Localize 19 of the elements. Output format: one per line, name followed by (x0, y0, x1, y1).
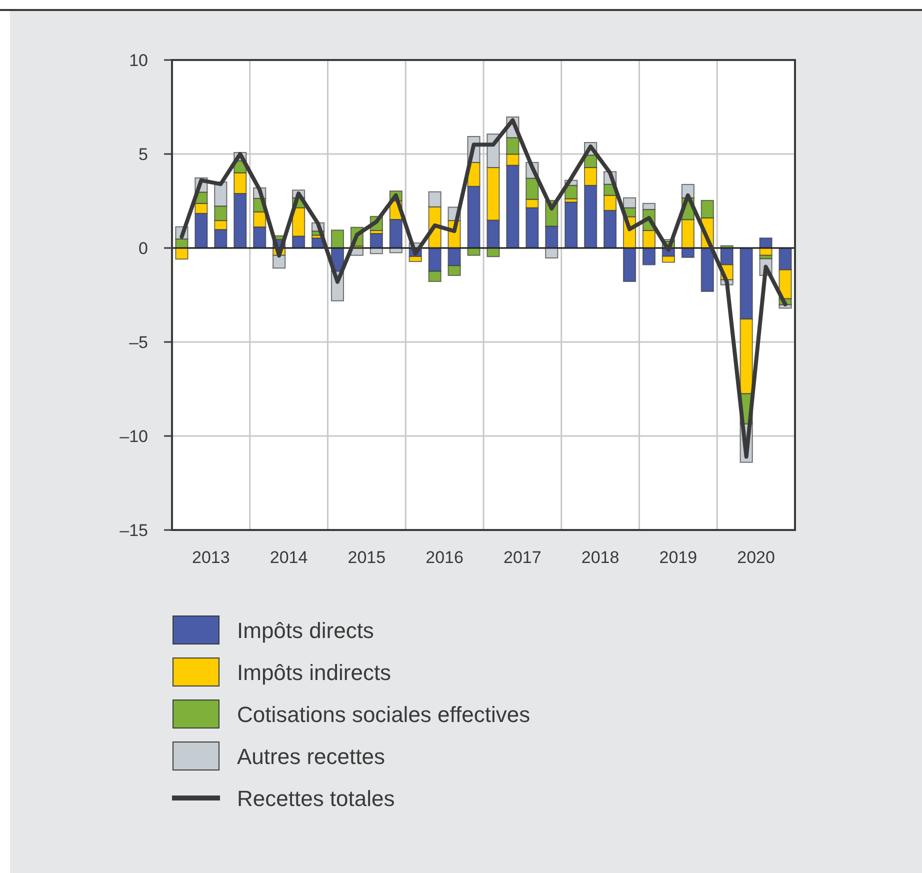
x-tick-label: 2017 (504, 548, 542, 567)
legend-label: Impôts directs (237, 618, 374, 643)
x-tick-label: 2015 (348, 548, 386, 567)
legend-label: Impôts indirects (237, 660, 392, 685)
x-tick-label: 2013 (192, 548, 230, 567)
x-tick-label: 2018 (581, 548, 620, 567)
y-tick-label: 0 (138, 239, 148, 258)
x-tick-label: 2014 (270, 548, 308, 567)
x-tick-label: 2019 (659, 548, 698, 567)
y-tick-label: –5 (129, 333, 148, 352)
legend-label: Recettes totales (237, 786, 395, 811)
x-tick-label: 2020 (737, 548, 775, 567)
legend-label: Cotisations sociales effectives (237, 702, 530, 727)
legend-label: Autres recettes (237, 744, 385, 769)
y-tick-label: 5 (138, 145, 148, 164)
x-tick-label: 2016 (426, 548, 464, 567)
y-tick-label: –15 (120, 521, 148, 540)
y-tick-label: –10 (120, 427, 148, 446)
y-tick-label: 10 (129, 51, 148, 70)
